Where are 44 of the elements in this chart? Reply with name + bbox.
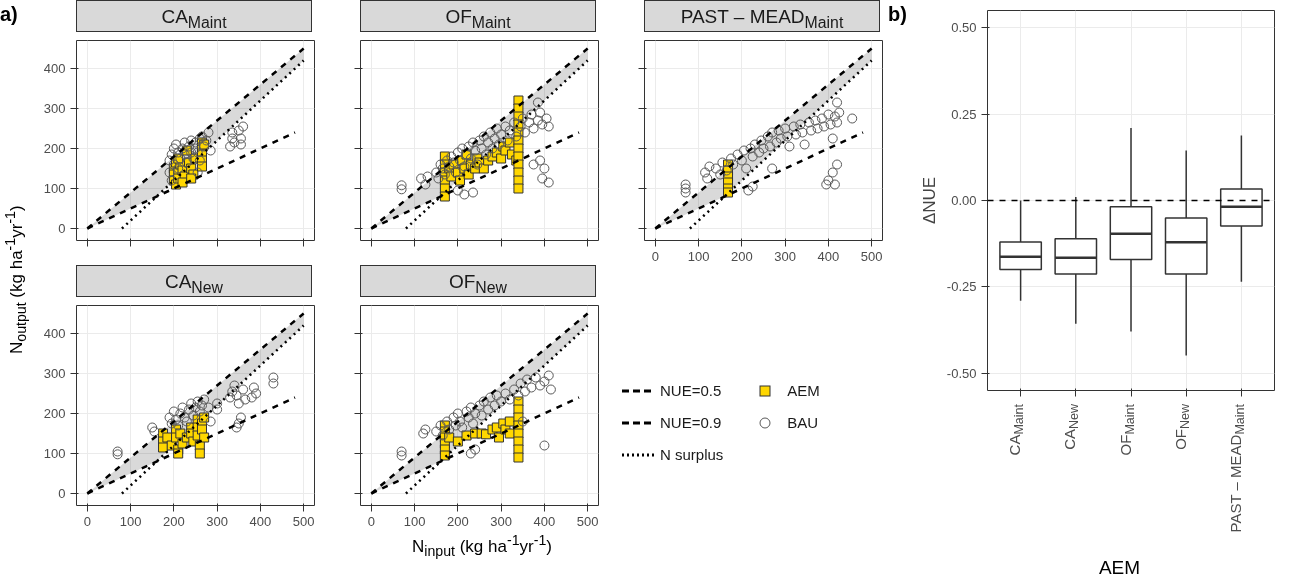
x-axis-title: N$_{input}$ (kg ha$^{-1}$yr$^{-1}$) (411, 531, 553, 562)
y-tick-label: 0.50 (951, 20, 977, 36)
y-tick-label: 300 (43, 366, 66, 381)
x-tick-label: 500 (576, 513, 599, 529)
y-axis-title: ΔNUE (919, 176, 939, 225)
x-tick-label: 200 (163, 513, 185, 529)
x-axis-title: AEM (1097, 556, 1142, 580)
x-tick-label: 200 (447, 513, 469, 529)
y-tick-label: 100 (43, 181, 66, 196)
x-tick-label: 0 (651, 248, 659, 264)
x-tick-label: 400 (533, 513, 556, 529)
x-tick-label: 400 (817, 248, 840, 264)
x-tick-label: 300 (490, 513, 512, 529)
text: a) (0, 2, 18, 27)
y-tick-label: -0.50 (946, 365, 977, 381)
y-tick-label: 0 (58, 486, 66, 501)
y-tick-label: 0.00 (951, 193, 977, 208)
x-tick-label: 200 (731, 248, 753, 264)
chart-title: OF$_{Maint}$ (360, 0, 596, 32)
y-tick-label: -0.25 (946, 279, 977, 295)
x-tick-label: 100 (119, 513, 142, 529)
x-tick-label: 0 (367, 513, 375, 529)
x-tick-label: 500 (292, 513, 315, 529)
x-tick-label: 100 (687, 248, 710, 264)
legend-label: BAU (787, 413, 819, 434)
x-tick-label: 500 (860, 248, 883, 264)
legend-label: AEM (787, 381, 820, 402)
y-tick-label: 400 (43, 326, 66, 341)
x-tick-label: 300 (206, 513, 228, 529)
x-tick-label: 100 (403, 513, 426, 529)
x-tick-label: 0 (83, 513, 91, 529)
y-tick-label: 400 (43, 61, 66, 76)
legend-label: NUE=0.9 (660, 413, 722, 434)
legend-label: N surplus (660, 445, 724, 466)
y-tick-label: 0.25 (951, 106, 977, 122)
legend-label: NUE=0.5 (660, 381, 722, 402)
chart-title: PAST – MEAD$_{Maint}$ (644, 0, 880, 32)
y-tick-label: 300 (43, 101, 66, 116)
x-tick-label: 400 (249, 513, 272, 529)
chart-title: CA$_{Maint}$ (76, 0, 312, 32)
y-tick-label: 200 (43, 141, 66, 156)
y-tick-label: 0 (58, 221, 66, 236)
text: b) (888, 2, 907, 27)
x-tick-label: 300 (774, 248, 796, 264)
